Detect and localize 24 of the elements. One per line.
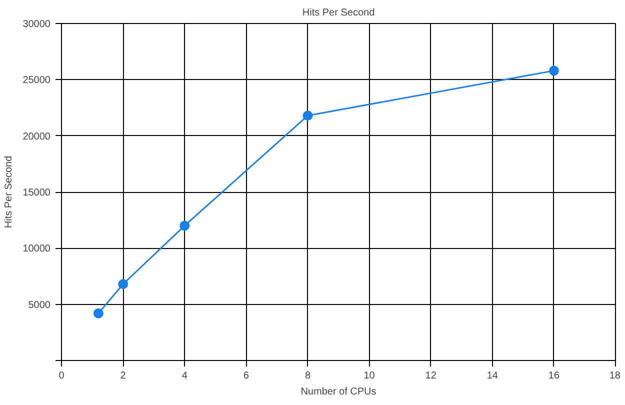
y-tick-label: 30000 [22,19,51,30]
point [548,66,559,76]
chart-title: Hits Per Second [302,8,375,18]
y-tick-label: 5000 [28,300,51,311]
x-axis-title: Number of CPUs [300,386,376,398]
x-tick-label: 12 [425,370,437,382]
y-tick-label: 25000 [22,75,51,86]
y-tick-label: 20000 [22,131,51,142]
x-tick-label: 8 [304,370,311,382]
x-tick-label: 10 [364,370,376,382]
y-tick-label: 10000 [22,244,51,255]
x-tick-label: 14 [486,370,498,382]
x-tick-label: 18 [609,370,621,382]
point [118,279,128,290]
x-tick-label: 4 [182,370,188,382]
x-tick-label: 16 [548,370,560,382]
point [302,110,313,121]
point [180,220,190,231]
y-tick-label: 15000 [22,188,51,198]
x-tick-label: 2 [120,370,126,382]
y-axis-title: Hits Per Second [4,156,15,228]
point [93,308,104,318]
x-tick-label: 6 [243,370,250,382]
x-tick-label: 0 [58,370,65,382]
